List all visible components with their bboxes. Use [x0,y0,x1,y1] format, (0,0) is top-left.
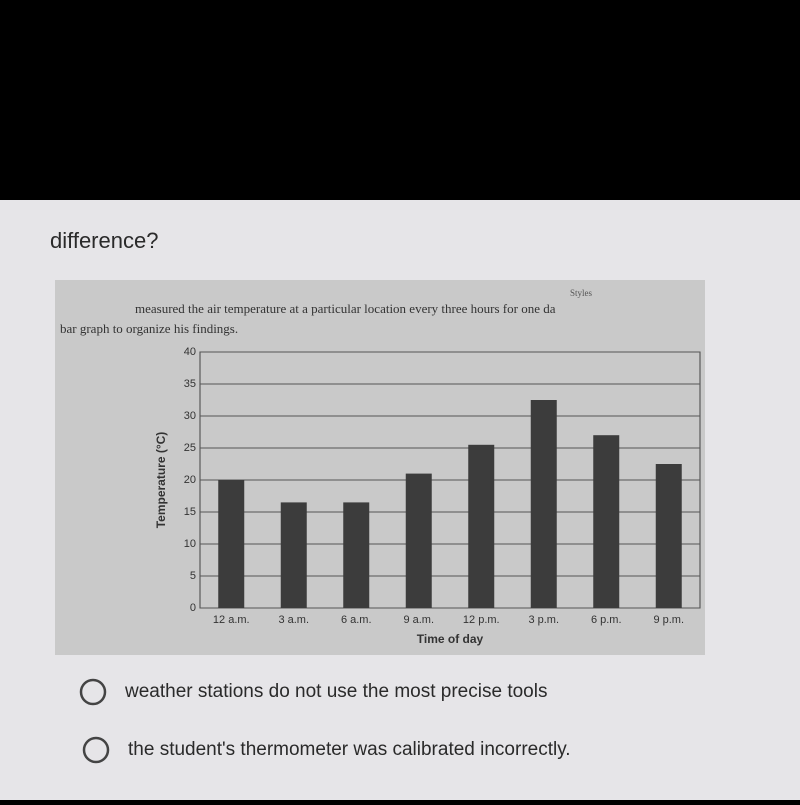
y-tick-label: 35 [184,378,196,390]
bar [530,400,557,608]
x-tick-label: 9 a.m. [403,614,434,626]
x-tick-label: 6 a.m. [341,614,372,626]
radio-button[interactable] [82,736,110,764]
x-tick-label: 3 p.m. [528,614,559,626]
bar [405,473,432,608]
y-tick-label: 0 [190,602,196,614]
bar [280,502,307,608]
figure-intro: bar graph to organize his findings. [60,321,238,336]
x-tick-label: 12 a.m. [213,614,250,626]
x-tick-label: 9 p.m. [653,614,684,626]
dark-top [0,0,800,200]
y-tick-label: 20 [184,474,196,486]
y-tick-label: 40 [184,346,196,358]
y-axis-label: Temperature (°C) [154,432,168,529]
bar [655,464,682,608]
option-text[interactable]: weather stations do not use the most pre… [124,681,547,702]
x-axis-label: Time of day [417,632,484,646]
styles-label: Styles [570,288,593,298]
x-tick-label: 3 a.m. [278,614,309,626]
y-tick-label: 25 [184,442,196,454]
y-tick-label: 5 [190,570,196,582]
bar [593,435,620,608]
radio-button[interactable] [79,678,107,706]
bar [343,502,370,608]
x-tick-label: 12 p.m. [463,614,500,626]
x-tick-label: 6 p.m. [591,614,622,626]
y-tick-label: 15 [184,506,196,518]
y-tick-label: 30 [184,410,196,422]
figure-intro: measured the air temperature at a partic… [135,301,556,316]
y-tick-label: 10 [184,538,196,550]
question-text: difference? [50,228,158,253]
bar [218,480,245,608]
option-text[interactable]: the student's thermometer was calibrated… [128,739,571,760]
bar [468,444,495,608]
